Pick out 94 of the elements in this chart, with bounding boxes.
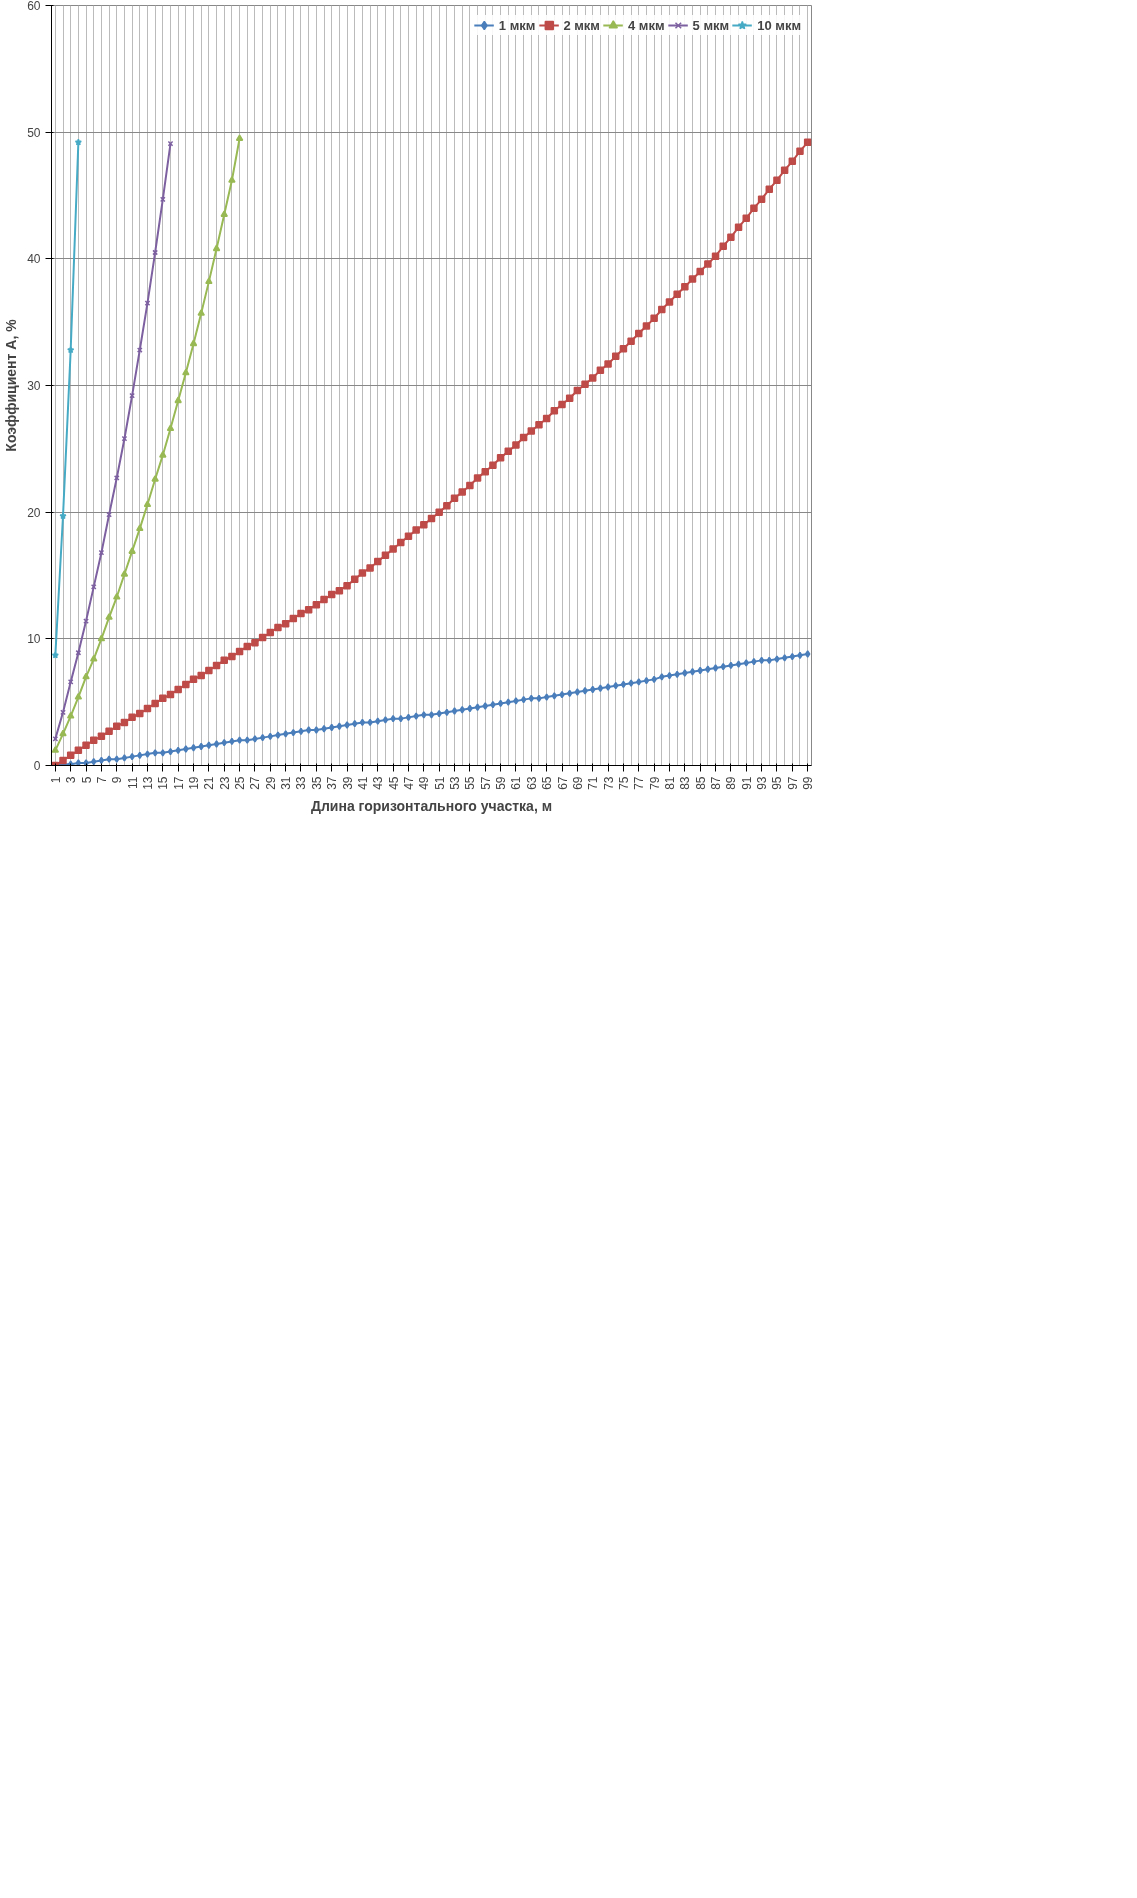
x-tick-label: 83 <box>678 776 693 790</box>
x-tick-label: 21 <box>202 776 217 790</box>
x-tick-label: 57 <box>478 776 493 790</box>
x-tick-label: 5 <box>79 776 94 784</box>
y-tick-label: 0 <box>33 759 41 773</box>
point <box>113 592 121 600</box>
x-tick-label: 13 <box>140 776 155 790</box>
x-tick-label: 73 <box>601 776 616 790</box>
x-tick-label: 47 <box>401 776 416 790</box>
point <box>83 618 89 624</box>
point <box>67 346 75 354</box>
x-tick-label: 37 <box>325 776 340 790</box>
point <box>174 396 182 404</box>
x-tick-label: 49 <box>417 776 432 790</box>
x-tick-label: 79 <box>647 776 662 790</box>
point <box>143 500 152 508</box>
y-tick-label: 30 <box>27 379 41 393</box>
point <box>51 746 60 753</box>
x-tick-label: 25 <box>233 776 248 790</box>
x-tick-label: 27 <box>248 776 263 790</box>
point <box>89 654 98 662</box>
point <box>220 210 228 217</box>
point <box>166 424 175 432</box>
x-tick-label: 55 <box>463 776 478 790</box>
x-tick-label: 93 <box>755 776 770 790</box>
point <box>212 244 221 252</box>
point <box>74 138 82 146</box>
x-tick-label: 87 <box>709 776 724 790</box>
x-tick-label: 51 <box>432 776 447 790</box>
y-axis-title: Коэффициент А, % <box>3 318 20 452</box>
x-tick-label: 41 <box>355 776 370 790</box>
x-tick-label: 61 <box>509 776 524 790</box>
x-tick-label: 11 <box>125 776 140 789</box>
point <box>197 309 205 316</box>
y-tick-label: 60 <box>27 0 41 13</box>
x-axis-title: Длина горизонтального участка, м <box>310 797 553 814</box>
legend-label: 1 мкм <box>498 17 536 33</box>
x-tick-label: 1 <box>48 776 63 784</box>
x-tick-label: 75 <box>616 776 631 790</box>
x-tick-label: 45 <box>386 776 401 790</box>
legend-label: 5 мкм <box>692 17 730 33</box>
x-tick-label: 95 <box>770 776 785 790</box>
x-tick-label: 9 <box>110 776 125 784</box>
y-tick-label: 40 <box>27 252 41 267</box>
x-tick-label: 89 <box>724 776 739 790</box>
x-tick-label: 99 <box>801 776 816 790</box>
point <box>128 547 136 554</box>
point <box>105 613 113 620</box>
legend-label: 10 мкм <box>757 17 801 33</box>
point <box>235 134 244 141</box>
x-tick-label: 15 <box>156 776 171 790</box>
x-tick-label: 53 <box>448 776 463 790</box>
legend-label: 2 мкм <box>563 17 600 33</box>
x-tick-label: 33 <box>294 776 309 790</box>
point <box>59 729 67 737</box>
point <box>205 277 213 285</box>
x-tick-label: 17 <box>171 776 186 790</box>
point <box>120 570 129 577</box>
point <box>59 512 67 520</box>
y-tick-label: 20 <box>27 505 41 520</box>
point <box>189 339 198 347</box>
point <box>182 368 190 376</box>
x-tick-label: 97 <box>785 776 800 790</box>
x-tick-label: 35 <box>309 776 324 790</box>
x-tick-label: 7 <box>94 776 109 784</box>
x-tick-label: 63 <box>524 776 539 790</box>
x-tick-label: 67 <box>555 776 570 790</box>
point <box>97 634 106 642</box>
x-tick-label: 71 <box>586 776 601 790</box>
x-tick-label: 29 <box>263 776 278 790</box>
x-tick-label: 19 <box>187 776 202 790</box>
x-tick-label: 69 <box>570 776 585 790</box>
point <box>82 672 90 680</box>
x-tick-label: 91 <box>739 776 754 790</box>
point <box>66 711 75 719</box>
point <box>159 450 167 458</box>
point <box>151 475 159 482</box>
x-tick-label: 85 <box>693 776 708 790</box>
x-tick-label: 59 <box>494 776 509 790</box>
legend-label: 4 мкм <box>628 17 665 33</box>
x-tick-label: 23 <box>217 776 232 790</box>
x-tick-label: 3 <box>64 776 79 784</box>
x-tick-label: 43 <box>371 776 386 790</box>
x-tick-label: 81 <box>662 776 677 790</box>
y-tick-label: 10 <box>27 632 41 647</box>
y-tick-label: 50 <box>27 125 41 140</box>
point <box>136 524 144 532</box>
x-tick-label: 39 <box>340 776 355 790</box>
x-tick-label: 77 <box>632 776 647 790</box>
x-tick-label: 65 <box>540 776 555 790</box>
x-tick-label: 31 <box>279 776 294 790</box>
point <box>74 692 83 700</box>
point <box>51 651 59 659</box>
point <box>228 176 236 183</box>
